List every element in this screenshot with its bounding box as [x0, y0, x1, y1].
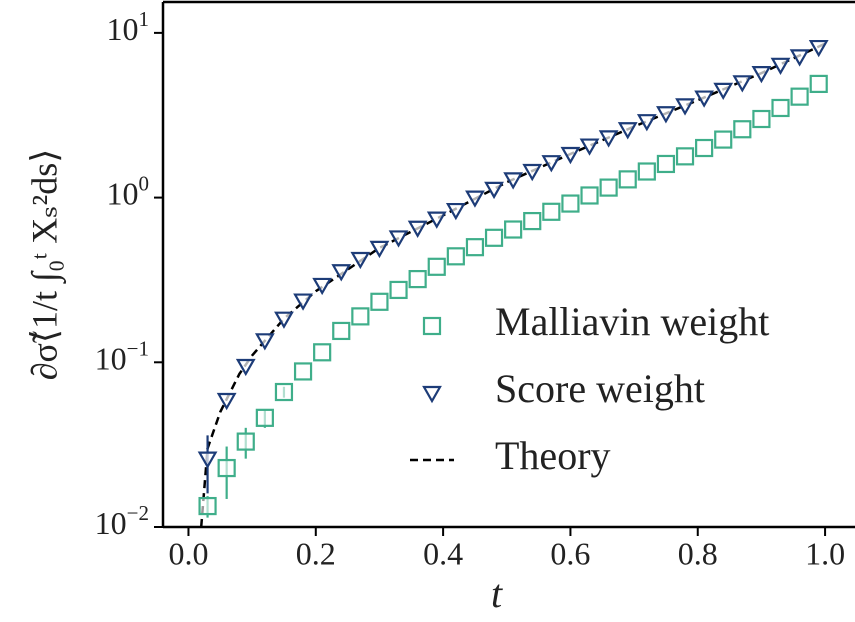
marker-square	[293, 362, 313, 381]
marker-triangle	[484, 181, 504, 200]
marker-square	[790, 87, 809, 106]
marker-square	[217, 458, 236, 478]
marker-square	[465, 238, 485, 257]
y-axis-label: ∂σ̃⟨1/t ∫₀ᵗ Xₛ²ds⟩	[24, 149, 66, 381]
marker-triangle	[579, 138, 600, 156]
marker-square	[313, 343, 332, 362]
marker-triangle	[216, 392, 237, 411]
marker-triangle	[407, 220, 428, 238]
marker-triangle	[235, 358, 256, 377]
marker-square	[236, 432, 255, 451]
y-tick-label: 10−2	[95, 501, 149, 542]
x-tick-label: 0.4	[423, 535, 463, 571]
marker-square	[523, 211, 542, 231]
marker-square	[675, 147, 695, 166]
x-tick-label: 0.6	[550, 535, 590, 571]
marker-square	[370, 292, 389, 311]
marker-triangle	[656, 106, 676, 124]
y-tick-label: 101	[107, 7, 150, 48]
legend-label: Theory	[495, 433, 611, 478]
marker-triangle	[560, 146, 581, 165]
marker-square	[389, 280, 408, 300]
legend-marker	[422, 316, 442, 336]
marker-square	[695, 138, 714, 158]
marker-square	[408, 269, 427, 289]
marker-square	[714, 130, 733, 149]
marker-square	[618, 170, 637, 189]
marker-square	[637, 162, 656, 181]
legend-label: Score weight	[495, 366, 705, 411]
marker-square	[198, 496, 217, 516]
marker-triangle	[388, 230, 409, 248]
marker-triangle	[675, 98, 695, 116]
marker-square	[332, 321, 351, 341]
marker-triangle	[713, 82, 734, 101]
marker-square	[599, 178, 618, 197]
marker-square	[274, 382, 294, 402]
marker-triangle	[312, 277, 333, 296]
marker-triangle	[426, 211, 447, 229]
x-tick-label: 1.0	[805, 535, 845, 571]
marker-triangle	[503, 172, 524, 190]
y-tick-label: 100	[107, 171, 150, 212]
marker-square	[446, 247, 465, 266]
marker-triangle	[254, 333, 275, 351]
marker-triangle	[694, 90, 715, 108]
marker-triangle	[293, 293, 313, 311]
marker-square	[561, 194, 580, 213]
marker-triangle	[274, 311, 294, 329]
marker-square	[733, 120, 752, 139]
marker-triangle	[331, 264, 352, 282]
marker-square	[580, 186, 599, 205]
marker-triangle	[770, 57, 791, 76]
marker-square	[484, 228, 504, 247]
marker-triangle	[369, 240, 390, 259]
marker-triangle	[789, 49, 810, 67]
marker-square	[351, 307, 370, 326]
marker-square	[809, 74, 828, 94]
marker-triangle	[732, 75, 753, 93]
marker-square	[656, 154, 676, 174]
marker-triangle	[445, 202, 466, 221]
x-tick-label: 0.2	[296, 535, 336, 571]
marker-square	[427, 257, 446, 276]
y-tick-label: 10−1	[95, 336, 149, 377]
marker-triangle	[636, 114, 657, 132]
marker-triangle	[350, 251, 371, 270]
x-tick-label: 0.0	[168, 535, 208, 571]
x-tick-label: 0.8	[678, 535, 718, 571]
marker-triangle	[541, 155, 562, 173]
marker-triangle	[522, 163, 543, 182]
marker-square	[542, 202, 561, 221]
x-axis-label: t	[491, 571, 503, 616]
legend-marker	[422, 385, 442, 404]
plot-area	[197, 39, 829, 527]
marker-square	[504, 220, 523, 239]
marker-triangle	[598, 130, 619, 148]
marker-triangle	[465, 190, 485, 208]
marker-square	[752, 109, 771, 129]
marker-triangle	[751, 65, 772, 84]
marker-triangle	[197, 451, 218, 469]
marker-square	[771, 98, 790, 118]
marker-triangle	[617, 122, 638, 140]
marker-triangle	[808, 39, 829, 58]
marker-square	[255, 408, 274, 427]
legend-label: Malliavin weight	[495, 299, 769, 344]
